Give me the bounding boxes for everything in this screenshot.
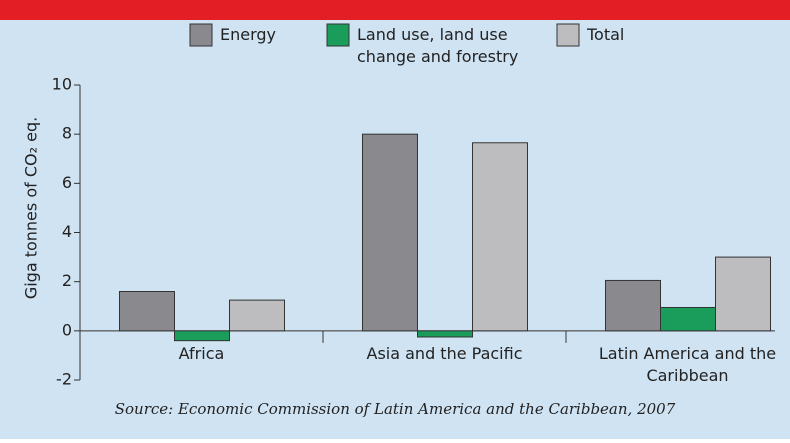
legend-label-box: Total (587, 25, 625, 44)
bar (229, 299, 285, 332)
legend-swatch (556, 23, 580, 47)
y-tick-label: 0 (62, 320, 72, 339)
y-tick-label: 10 (52, 75, 72, 94)
source-note: Source: Economic Commission of Latin Ame… (115, 400, 676, 418)
legend-label-box: Energy (220, 25, 277, 44)
x-tick-label: Asia and the Pacific (366, 344, 523, 363)
bar (119, 291, 175, 332)
legend-label: Total (587, 25, 625, 44)
legend-label-box: Land use, land use change and forestry (357, 25, 519, 66)
y-axis-label: Giga tonnes of CO₂ eq. (22, 117, 41, 299)
y-tick-label: 2 (62, 271, 72, 290)
y-tick-label: -2 (56, 370, 72, 389)
y-tick-label: 8 (62, 124, 72, 143)
bar (715, 256, 771, 332)
bar (174, 330, 230, 342)
bar (660, 306, 716, 332)
bar (605, 279, 661, 332)
x-tick-label-box: Latin America and the Caribbean (598, 344, 777, 385)
bar (417, 330, 473, 338)
legend-label: Energy (220, 25, 277, 44)
legend-swatch (326, 23, 350, 47)
bar (472, 142, 528, 332)
x-tick-label-box: Africa (178, 344, 225, 363)
legend-label: Land use, land use change and forestry (357, 25, 519, 66)
y-tick-label: 6 (62, 173, 72, 192)
y-tick-label: 4 (62, 222, 72, 241)
legend-swatch (189, 23, 213, 47)
header-bar (0, 0, 790, 20)
x-tick-label: Africa (178, 344, 225, 363)
bar (362, 133, 418, 332)
x-tick-label-box: Asia and the Pacific (366, 344, 523, 363)
x-tick-label: Latin America and the Caribbean (598, 344, 777, 385)
